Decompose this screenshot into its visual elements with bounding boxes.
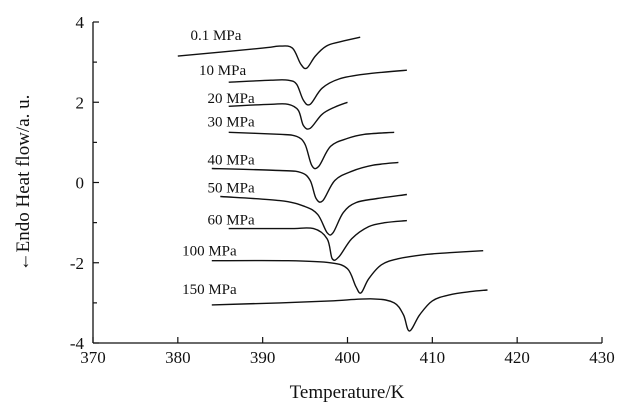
series-line <box>228 101 348 130</box>
curve-group <box>177 36 488 332</box>
series-label: 30 MPa <box>208 114 255 130</box>
series-label: 50 MPa <box>208 181 255 197</box>
y-tick-label: -4 <box>70 334 85 353</box>
x-axis-title: Temperature/K <box>290 382 405 403</box>
series-line <box>177 36 361 70</box>
x-tick-label: 400 <box>335 348 361 367</box>
x-tick-label: 430 <box>589 348 615 367</box>
x-tick-label: 390 <box>250 348 276 367</box>
series-line <box>211 161 399 203</box>
series-label: 40 MPa <box>208 152 255 168</box>
series-label: 20 MPa <box>208 91 255 107</box>
y-axis-title: ←Endo Heat flow/a. u. <box>13 95 34 272</box>
x-tick-label: 420 <box>504 348 530 367</box>
series-label: 10 MPa <box>199 63 246 79</box>
x-tick-label: 370 <box>80 348 106 367</box>
y-tick-label: 4 <box>76 13 85 32</box>
series-line <box>220 193 407 236</box>
tick-group: 370 380 390 400 410 420 430 -4 -2 0 2 4 <box>70 13 615 367</box>
series-line <box>211 250 484 294</box>
plot-axes <box>92 22 602 344</box>
y-tick-label: -2 <box>70 254 84 273</box>
x-tick-label: 380 <box>165 348 191 367</box>
series-line <box>228 69 407 106</box>
series-line <box>211 289 488 332</box>
series-label: 100 MPa <box>182 244 237 260</box>
series-label-group: 0.1 MPa 10 MPa 20 MPa 30 MPa 40 MPa 50 MPa 60 … <box>182 28 255 298</box>
x-tick-label: 410 <box>420 348 446 367</box>
y-tick-label: 2 <box>76 93 85 112</box>
series-label: 150 MPa <box>182 282 237 298</box>
series-line <box>228 219 407 261</box>
series-label: 60 MPa <box>208 213 255 229</box>
y-tick-label: 0 <box>76 174 85 193</box>
series-label: 0.1 MPa <box>191 28 242 44</box>
series-line <box>228 131 395 170</box>
